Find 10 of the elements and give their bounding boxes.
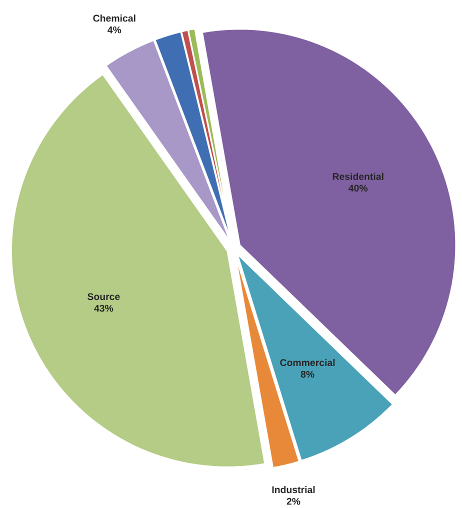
data-label: 43% xyxy=(94,304,114,312)
data-label: 2% xyxy=(287,498,300,505)
data-label: 8% xyxy=(301,370,314,378)
data-label: 4% xyxy=(108,26,122,34)
slice-label: Chemical xyxy=(93,14,136,22)
slice-label: Source xyxy=(88,293,120,300)
slice-label: Commercial xyxy=(280,358,335,366)
data-label: 40% xyxy=(348,184,368,192)
slice-label: Industrial xyxy=(272,486,315,494)
slice-label: Residential xyxy=(333,172,384,180)
